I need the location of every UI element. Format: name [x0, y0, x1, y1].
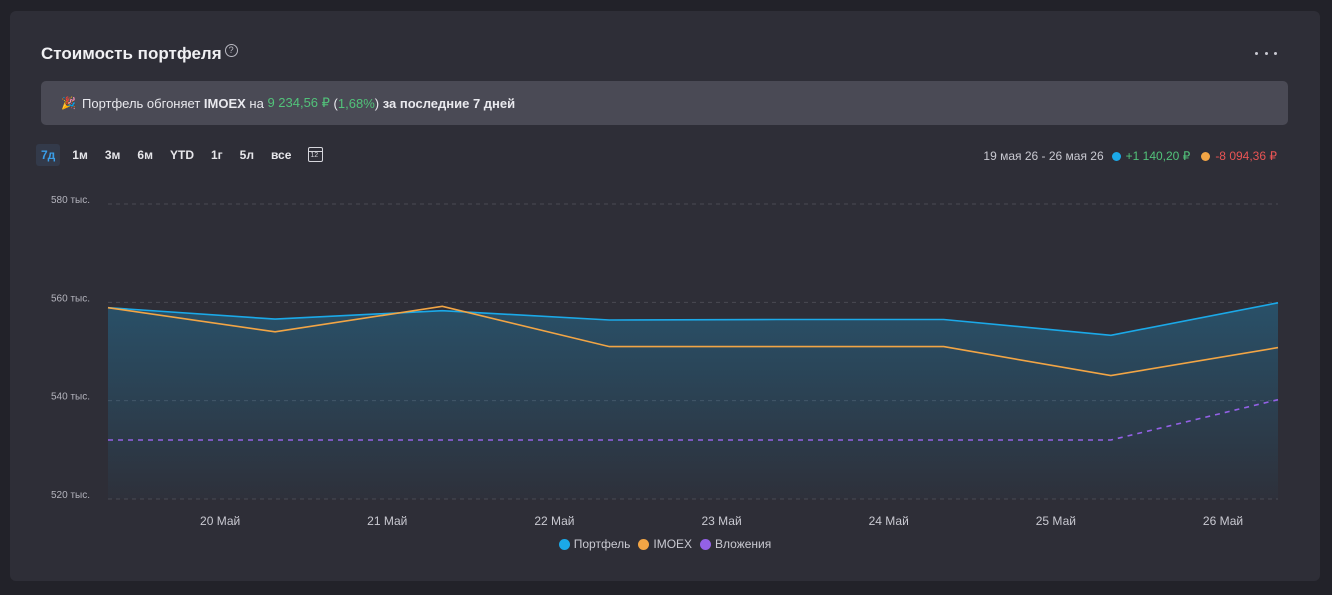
banner-prefix: Портфель обгоняет: [82, 95, 204, 111]
banner-paren-open: (: [329, 95, 338, 111]
portfolio-point: [441, 309, 443, 311]
x-tick-label: 24 Май: [869, 514, 909, 528]
legend-portfolio-label: Портфель: [573, 537, 631, 551]
portfolio-point: [1110, 334, 1112, 336]
imoex-point: [441, 305, 443, 307]
period-selector: 7д 1м 3м 6м YTD 1г 5л все: [36, 144, 324, 166]
portfolio-point: [775, 318, 777, 320]
calendar-icon[interactable]: [308, 147, 324, 162]
portfolio-area: [108, 302, 1278, 499]
period-1y-tab[interactable]: 1г: [210, 148, 223, 162]
legend-imoex-swatch: [638, 538, 650, 550]
period-summary: 19 мая 26 - 26 мая 26 +1 140,20 ₽ -8 094…: [983, 149, 1277, 163]
date-range: 19 мая 26 - 26 мая 26: [983, 149, 1104, 163]
x-tick-label: 26 Май: [1203, 514, 1243, 528]
x-tick-label: 20 Май: [200, 514, 240, 528]
y-tick-label: 560 тыс.: [51, 293, 90, 304]
imoex-series-line[interactable]: [107, 305, 1279, 377]
x-tick-label: 25 Май: [1036, 514, 1076, 528]
investments-series-line[interactable]: [108, 398, 1279, 441]
imoex-point: [608, 345, 610, 347]
investments-point: [274, 439, 276, 441]
legend-investments-swatch: [700, 538, 712, 550]
investments-point: [1110, 439, 1112, 441]
imoex-point: [943, 345, 945, 347]
investments-point: [608, 439, 610, 441]
imoex-dot: [1201, 151, 1211, 161]
party-popper-icon: 🎉: [61, 96, 76, 110]
y-tick-label: 520 тыс.: [51, 490, 90, 501]
y-tick-label: 580 тыс.: [51, 195, 90, 206]
x-tick-label: 21 Май: [367, 514, 407, 528]
imoex-point: [1277, 346, 1279, 348]
banner-index: IMOEX: [203, 95, 246, 111]
period-all-tab[interactable]: все: [270, 148, 292, 162]
legend-item-investments[interactable]: Вложения: [700, 537, 771, 551]
imoex-change: -8 094,36 ₽: [1215, 149, 1277, 163]
investments-point: [775, 439, 777, 441]
period-7d-tab[interactable]: 7д: [36, 144, 61, 166]
investments-point: [1277, 398, 1279, 400]
imoex-point: [1110, 374, 1112, 376]
period-5y-tab[interactable]: 5л: [239, 148, 254, 162]
x-tick-label: 22 Май: [534, 514, 574, 528]
period-ytd-tab[interactable]: YTD: [169, 148, 194, 162]
banner-paren-close: ): [374, 95, 380, 111]
performance-banner: 🎉 Портфель обгоняет IMOEX на 9 234,56 ₽ (…: [41, 81, 1288, 125]
legend-item-portfolio[interactable]: Портфель: [558, 537, 631, 551]
portfolio-dot: [1111, 151, 1121, 161]
portfolio-point: [608, 319, 610, 321]
more-options-icon[interactable]: [1255, 45, 1277, 61]
imoex-point: [274, 331, 276, 333]
portfolio-series-line[interactable]: [107, 302, 1279, 337]
investments-point: [107, 439, 109, 441]
legend-imoex-label: IMOEX: [653, 537, 693, 551]
portfolio-value-card: Стоимость портфеля ? 🎉 Портфель обгоняет …: [10, 11, 1320, 581]
help-icon[interactable]: ?: [224, 43, 238, 57]
portfolio-point: [274, 318, 276, 320]
portfolio-point: [943, 318, 945, 320]
chart-legend: Портфель IMOEX Вложения: [10, 537, 1320, 551]
portfolio-chart: 580 тыс. 560 тыс. 540 тыс. 520 тыс. 20 Май 21…: [51, 195, 1279, 528]
y-tick-label: 540 тыс.: [51, 392, 90, 403]
card-title: Стоимость портфеля ?: [41, 43, 238, 64]
portfolio-change: +1 140,20 ₽: [1125, 149, 1191, 163]
imoex-point: [107, 307, 109, 309]
banner-amount: 9 234,56 ₽: [267, 95, 330, 110]
investments-point: [943, 439, 945, 441]
period-6m-tab[interactable]: 6м: [137, 148, 153, 162]
period-1m-tab[interactable]: 1м: [72, 148, 88, 162]
legend-portfolio-swatch: [558, 538, 570, 550]
banner-suffix: за последние 7 дней: [379, 95, 516, 111]
banner-percent: 1,68%: [337, 95, 375, 111]
banner-mid: на: [245, 95, 268, 111]
portfolio-point: [1277, 302, 1279, 304]
legend-item-imoex[interactable]: IMOEX: [638, 537, 692, 551]
legend-investments-label: Вложения: [715, 537, 772, 551]
period-3m-tab[interactable]: 3м: [104, 148, 121, 162]
x-tick-label: 23 Май: [701, 514, 741, 528]
imoex-point: [775, 345, 777, 347]
investments-point: [441, 439, 443, 441]
card-title-text: Стоимость портфеля: [41, 44, 222, 63]
